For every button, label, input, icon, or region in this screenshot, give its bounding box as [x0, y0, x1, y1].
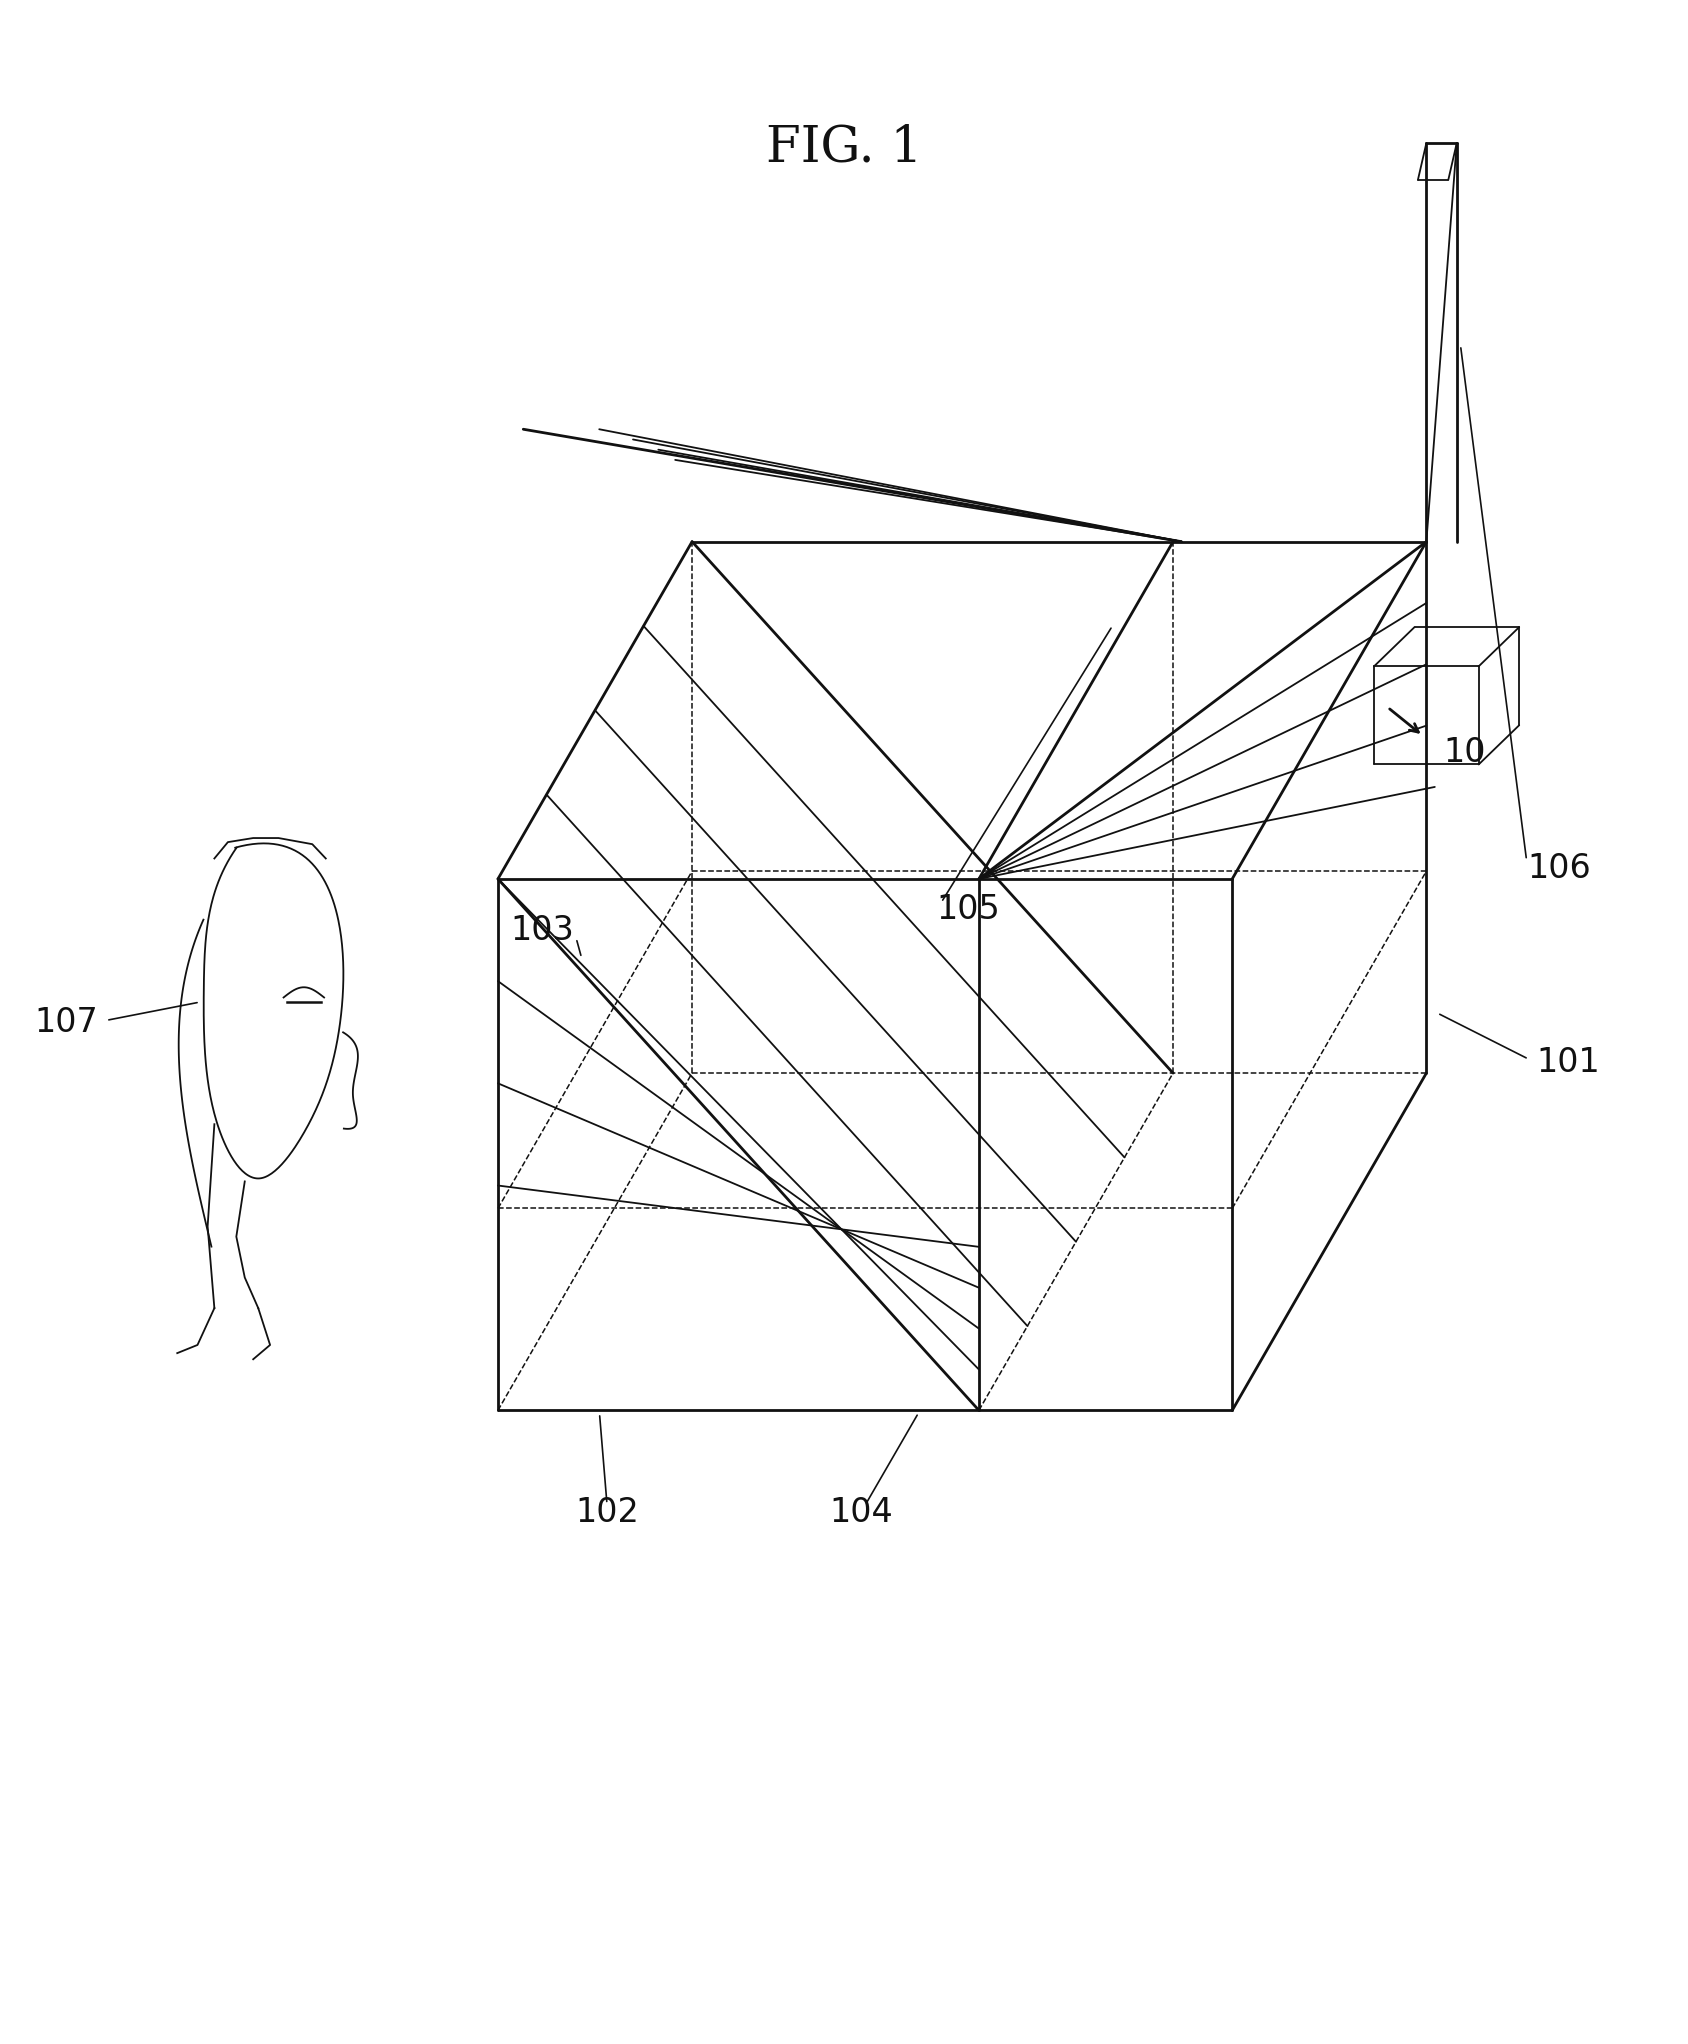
Text: FIG. 1: FIG. 1	[766, 123, 922, 172]
Text: 101: 101	[1536, 1047, 1600, 1079]
Text: 107: 107	[34, 1006, 98, 1038]
Text: 105: 105	[937, 893, 1001, 926]
Text: 103: 103	[510, 914, 574, 946]
Text: 10: 10	[1443, 736, 1485, 769]
Text: 102: 102	[576, 1496, 640, 1529]
Text: 106: 106	[1528, 852, 1592, 885]
Text: 104: 104	[829, 1496, 893, 1529]
